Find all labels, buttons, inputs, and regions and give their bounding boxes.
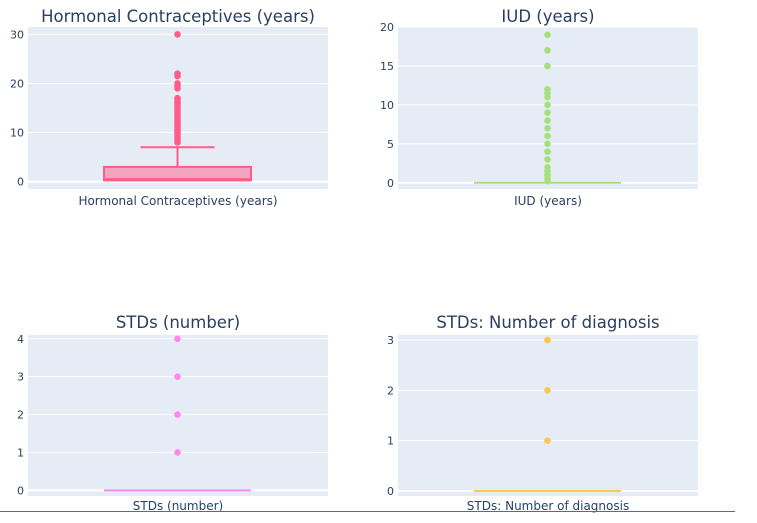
outlier-point bbox=[544, 132, 551, 140]
outlier-point bbox=[544, 437, 551, 444]
outlier-point bbox=[174, 449, 181, 456]
chart-panel: 0 5 10 15 20 IUD (years) IUD (years) bbox=[380, 7, 698, 208]
y-tick-label: 20 bbox=[10, 77, 24, 90]
bottom-divider bbox=[0, 511, 735, 512]
y-tick-label: 20 bbox=[380, 21, 394, 34]
outlier-point bbox=[174, 94, 181, 102]
y-tick-label: 0 bbox=[17, 484, 24, 497]
outlier-point bbox=[174, 80, 181, 87]
outlier-point bbox=[544, 148, 551, 155]
y-tick-label: 2 bbox=[387, 384, 394, 397]
y-tick-label: 15 bbox=[380, 60, 394, 73]
y-tick-label: 1 bbox=[17, 446, 24, 459]
chart-title: STDs: Number of diagnosis bbox=[436, 313, 659, 332]
x-axis-label: Hormonal Contraceptives (years) bbox=[78, 194, 277, 208]
y-tick-label: 0 bbox=[387, 485, 394, 498]
y-tick-label: 3 bbox=[17, 371, 24, 384]
outlier-point bbox=[174, 31, 181, 38]
outlier-point bbox=[544, 62, 551, 70]
chart-panel: 0 10 20 30 Hormonal Contraceptives (years) Ho… bbox=[10, 7, 328, 208]
outlier-point bbox=[174, 411, 181, 418]
chart-panel: 0 1 2 3 4 STDs (number) STDs (number) bbox=[17, 313, 328, 513]
outlier-point bbox=[174, 373, 181, 380]
x-axis-label: STDs: Number of diagnosis bbox=[467, 499, 629, 513]
outlier-point bbox=[544, 109, 551, 116]
outlier-point bbox=[544, 31, 551, 39]
y-tick-label: 30 bbox=[10, 28, 24, 41]
outlier-point bbox=[544, 163, 551, 171]
y-tick-label: 10 bbox=[380, 99, 394, 112]
y-tick-label: 0 bbox=[387, 177, 394, 190]
plot-area bbox=[398, 335, 698, 496]
y-tick-label: 5 bbox=[387, 138, 394, 151]
outlier-point bbox=[544, 156, 551, 163]
outlier-point bbox=[544, 101, 551, 109]
outlier-point bbox=[544, 387, 551, 394]
outlier-point bbox=[544, 336, 551, 344]
outlier-point bbox=[544, 47, 551, 54]
chart-panel: 0 1 2 3 STDs: Number of diagnosis STDs: Numbe… bbox=[387, 313, 698, 513]
chart-title: Hormonal Contraceptives (years) bbox=[41, 7, 315, 26]
outlier-point bbox=[544, 117, 551, 124]
outlier-point bbox=[174, 335, 181, 343]
outlier-point bbox=[544, 140, 551, 148]
y-tick-label: 1 bbox=[387, 435, 394, 448]
outlier-point bbox=[544, 124, 551, 132]
outlier-point bbox=[174, 70, 181, 77]
x-axis-label: IUD (years) bbox=[514, 194, 582, 208]
x-axis-label: STDs (number) bbox=[133, 499, 223, 513]
y-tick-label: 10 bbox=[10, 127, 24, 140]
box bbox=[103, 165, 252, 182]
y-tick-label: 3 bbox=[387, 334, 394, 347]
outlier-point bbox=[544, 86, 551, 93]
chart-title: IUD (years) bbox=[501, 7, 594, 26]
chart-title: STDs (number) bbox=[116, 313, 240, 332]
y-tick-label: 2 bbox=[17, 409, 24, 422]
y-tick-label: 4 bbox=[17, 333, 24, 346]
y-tick-label: 0 bbox=[17, 176, 24, 189]
